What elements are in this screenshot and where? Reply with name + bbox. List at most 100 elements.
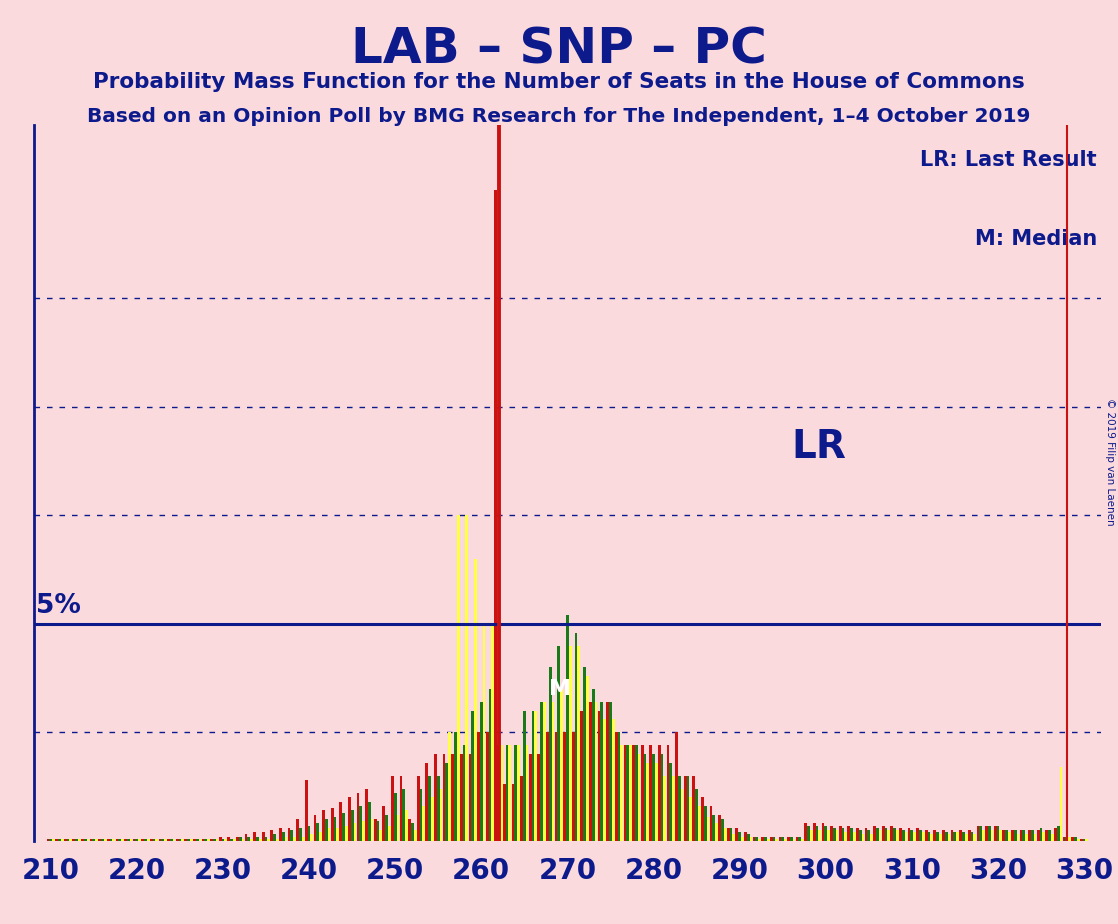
Bar [319,833,322,841]
Bar [1060,767,1062,841]
Bar [187,839,190,841]
Bar [1068,836,1071,841]
Bar [126,839,130,841]
Bar [910,830,913,841]
Bar [302,836,304,841]
Bar [1057,826,1060,841]
Bar [956,833,959,841]
Bar [716,823,718,841]
Bar [474,559,476,841]
Bar [305,780,307,841]
Bar [741,836,743,841]
Bar [624,746,626,841]
Bar [732,834,736,841]
Bar [230,839,233,841]
Bar [472,711,474,841]
Bar [86,839,89,841]
Bar [210,839,214,841]
Bar [1074,836,1077,841]
Bar [386,815,388,841]
Bar [1086,839,1088,841]
Bar [965,834,967,841]
Bar [925,830,928,841]
Bar [362,821,364,841]
Bar [64,839,67,841]
Bar [566,615,569,841]
Bar [452,754,454,841]
Bar [721,820,723,841]
Bar [870,834,873,841]
Bar [348,797,351,841]
Bar [598,711,600,841]
Bar [489,689,491,841]
Bar [428,776,432,841]
Bar [764,836,767,841]
Bar [690,797,692,841]
Bar [979,826,982,841]
Bar [1080,839,1082,841]
Bar [245,834,247,841]
Bar [227,836,230,841]
Bar [890,826,893,841]
Bar [730,828,732,841]
Bar [239,836,241,841]
Bar [749,836,752,841]
Bar [307,826,311,841]
Bar [164,839,167,841]
Bar [859,830,862,841]
Bar [884,828,888,841]
Bar [491,624,494,841]
Bar [904,833,908,841]
Bar [357,793,359,841]
Bar [505,746,509,841]
Bar [1077,839,1080,841]
Text: LR: Last Result: LR: Last Result [920,150,1097,170]
Bar [921,833,925,841]
Bar [672,776,675,841]
Bar [626,746,629,841]
Text: © 2019 Filip van Laenen: © 2019 Filip van Laenen [1105,398,1115,526]
Bar [445,762,448,841]
Bar [698,806,701,841]
Bar [377,821,379,841]
Bar [84,839,86,841]
Bar [184,839,187,841]
Bar [483,624,485,841]
Bar [282,833,285,841]
Text: 5%: 5% [36,592,80,619]
Bar [635,746,637,841]
Bar [443,754,445,841]
Bar [437,776,439,841]
Bar [55,839,58,841]
Bar [397,815,399,841]
Bar [902,830,904,841]
Bar [414,830,417,841]
Bar [632,746,635,841]
Bar [285,836,287,841]
Bar [1062,836,1065,841]
Bar [776,839,778,841]
Bar [368,802,371,841]
Bar [767,839,769,841]
Bar [707,817,709,841]
Bar [373,820,377,841]
Bar [193,839,196,841]
Bar [790,836,793,841]
Bar [201,839,205,841]
Bar [798,836,802,841]
Bar [540,702,543,841]
Bar [727,828,730,841]
Bar [996,826,999,841]
Bar [577,646,580,841]
Bar [221,839,225,841]
Bar [225,839,227,841]
Bar [864,828,868,841]
Bar [813,823,816,841]
Text: LR: LR [792,428,846,466]
Bar [498,746,500,841]
Bar [531,711,534,841]
Bar [296,820,300,841]
Bar [580,711,584,841]
Bar [104,839,106,841]
Bar [47,839,49,841]
